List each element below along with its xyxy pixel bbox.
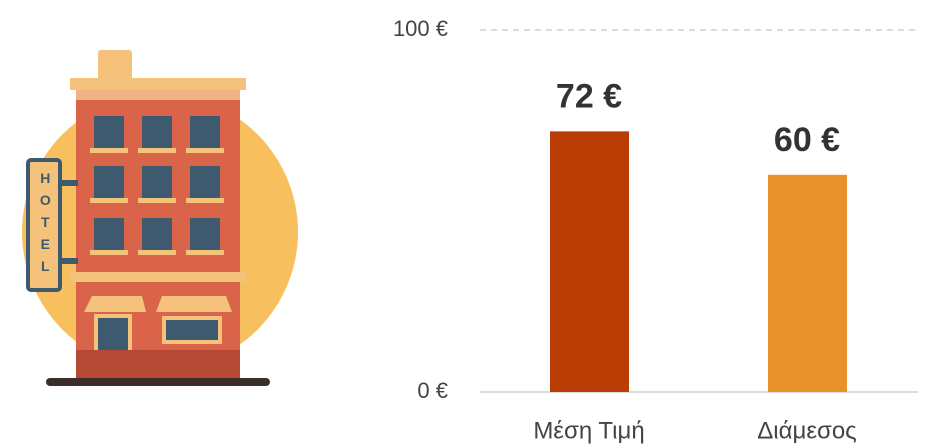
cornice [76,90,240,100]
base [76,350,240,380]
bar [768,175,847,392]
value-label: 60 € [774,121,840,159]
hotel-illustration: HOTEL [22,50,298,386]
value-label: 72 € [556,77,622,115]
ground [46,378,270,386]
ledge [70,272,246,282]
chimney [98,50,132,82]
shop-window [164,318,220,342]
x-tick-label: Διάμεσος [757,417,857,444]
bar [550,131,629,392]
y-tick-label: 100 € [393,16,448,41]
roof [70,78,246,90]
page: HOTEL 0 €100 €Μέση Τιμή72 €Διάμεσος60 € … [0,0,925,448]
y-tick-label: 0 € [417,378,448,403]
sign-text: HOTEL [37,170,53,280]
windows [94,116,220,250]
chart: HOTEL 0 € 100 € Μέση Τιμή 72 € Διάμεσος 60 € [0,0,925,448]
x-tick-label: Μέση Τιμή [533,417,644,444]
